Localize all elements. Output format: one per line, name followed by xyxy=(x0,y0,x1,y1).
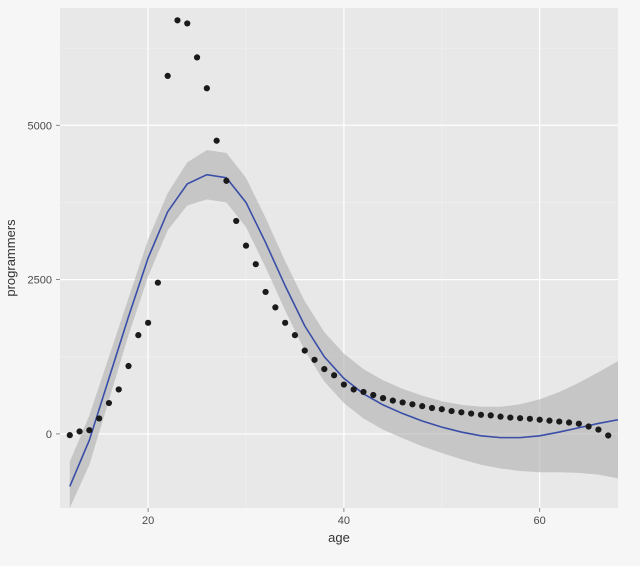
data-point xyxy=(566,419,572,425)
data-point xyxy=(223,178,229,184)
data-point xyxy=(409,401,415,407)
data-point xyxy=(370,392,376,398)
chart-container: 20 40 60 age 0 2500 5000 programmers xyxy=(0,0,640,566)
data-point xyxy=(125,363,131,369)
data-point xyxy=(174,17,180,23)
data-point xyxy=(272,304,278,310)
data-point xyxy=(576,421,582,427)
data-point xyxy=(116,386,122,392)
data-point xyxy=(400,399,406,405)
data-point xyxy=(488,412,494,418)
data-point xyxy=(194,54,200,60)
x-tick-label: 60 xyxy=(534,515,546,527)
data-point xyxy=(214,138,220,144)
data-point xyxy=(184,20,190,26)
data-point xyxy=(546,418,552,424)
data-point xyxy=(165,73,171,79)
data-point xyxy=(282,320,288,326)
data-point xyxy=(253,261,259,267)
data-point xyxy=(507,414,513,420)
data-point xyxy=(419,403,425,409)
data-point xyxy=(390,397,396,403)
data-point xyxy=(595,427,601,433)
data-point xyxy=(468,410,474,416)
data-point xyxy=(67,432,73,438)
x-axis-title: age xyxy=(328,530,350,545)
data-point xyxy=(145,320,151,326)
data-point xyxy=(429,405,435,411)
data-point xyxy=(233,218,239,224)
y-tick-label: 5000 xyxy=(28,120,52,132)
data-point xyxy=(439,406,445,412)
data-point xyxy=(341,381,347,387)
data-point xyxy=(478,412,484,418)
data-point xyxy=(586,423,592,429)
data-point xyxy=(458,409,464,415)
data-point xyxy=(262,289,268,295)
y-tick-label: 0 xyxy=(46,429,52,441)
data-point xyxy=(517,415,523,421)
data-point xyxy=(204,85,210,91)
data-point xyxy=(605,432,611,438)
data-point xyxy=(96,415,102,421)
data-point xyxy=(331,372,337,378)
data-point xyxy=(360,389,366,395)
data-point xyxy=(311,357,317,363)
y-tick-label: 2500 xyxy=(28,275,52,287)
data-point xyxy=(243,243,249,249)
data-point xyxy=(351,386,357,392)
scatter-smooth-chart: 20 40 60 age 0 2500 5000 programmers xyxy=(0,0,640,566)
data-point xyxy=(321,366,327,372)
data-point xyxy=(86,427,92,433)
data-point xyxy=(155,280,161,286)
data-point xyxy=(497,414,503,420)
data-point xyxy=(537,417,543,423)
data-point xyxy=(527,416,533,422)
data-point xyxy=(302,347,308,353)
y-axis-title: programmers xyxy=(3,219,18,297)
data-point xyxy=(135,332,141,338)
data-point xyxy=(76,428,82,434)
x-tick-label: 40 xyxy=(338,515,350,527)
data-point xyxy=(292,332,298,338)
data-point xyxy=(380,395,386,401)
data-point xyxy=(106,400,112,406)
data-point xyxy=(556,418,562,424)
x-tick-label: 20 xyxy=(142,515,154,527)
data-point xyxy=(448,408,454,414)
